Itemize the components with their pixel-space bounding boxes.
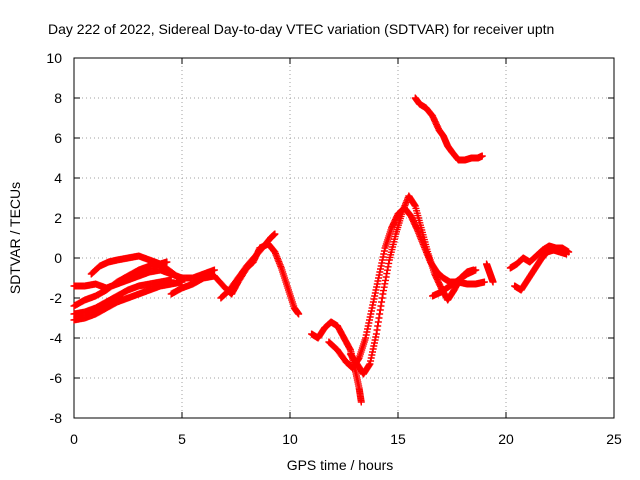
y-tick-label: -4 — [50, 330, 63, 346]
series-trace-h — [308, 318, 365, 406]
data-point-marker — [489, 278, 497, 286]
x-tick-label: 25 — [606, 431, 622, 447]
y-tick-label: -8 — [50, 410, 63, 426]
gridlines — [74, 58, 614, 418]
x-axis-title: GPS time / hours — [287, 457, 394, 473]
series-trace-o — [511, 246, 570, 294]
y-axis-title: SDTVAR / TECUs — [7, 182, 23, 294]
data-point-marker — [271, 230, 279, 238]
data-point-marker — [210, 266, 218, 274]
data-point-marker — [295, 310, 303, 318]
series-trace-k — [429, 266, 480, 300]
x-tick-label: 10 — [282, 431, 298, 447]
y-tick-label: -6 — [50, 370, 63, 386]
x-tick-label: 20 — [498, 431, 514, 447]
series-trace-l — [411, 94, 486, 164]
data-point-marker — [472, 266, 480, 274]
series-trace-j — [346, 192, 478, 378]
y-tick-label: 8 — [54, 90, 62, 106]
data-point-marker — [178, 276, 186, 284]
series-trace-m — [483, 260, 497, 286]
chart-title: Day 222 of 2022, Sidereal Day-to-day VTE… — [48, 21, 554, 37]
data-point-marker — [480, 278, 488, 286]
data-point-marker — [163, 258, 171, 266]
y-tick-label: 4 — [54, 170, 62, 186]
x-tick-label: 15 — [390, 431, 406, 447]
series-trace-d — [70, 278, 186, 324]
data-point-marker — [478, 152, 486, 160]
y-tick-label: 6 — [54, 130, 62, 146]
axis-ticks: 0 5 10 15 20 25 -8 -6 -4 -2 0 2 4 6 8 10 — [46, 50, 622, 447]
series-trace-e — [87, 252, 186, 284]
y-tick-label: 2 — [54, 210, 62, 226]
x-tick-label: 0 — [70, 431, 78, 447]
series-trace-c — [70, 276, 175, 318]
data-points — [70, 94, 573, 406]
series-trace-g — [217, 230, 279, 302]
y-tick-label: -2 — [50, 290, 63, 306]
plot-frame — [73, 57, 615, 419]
data-point-marker — [177, 275, 185, 283]
y-tick-label: 10 — [46, 50, 62, 66]
x-tick-label: 5 — [178, 431, 186, 447]
data-point-marker — [562, 250, 570, 258]
y-tick-label: 0 — [54, 250, 62, 266]
data-point-marker — [357, 398, 365, 406]
